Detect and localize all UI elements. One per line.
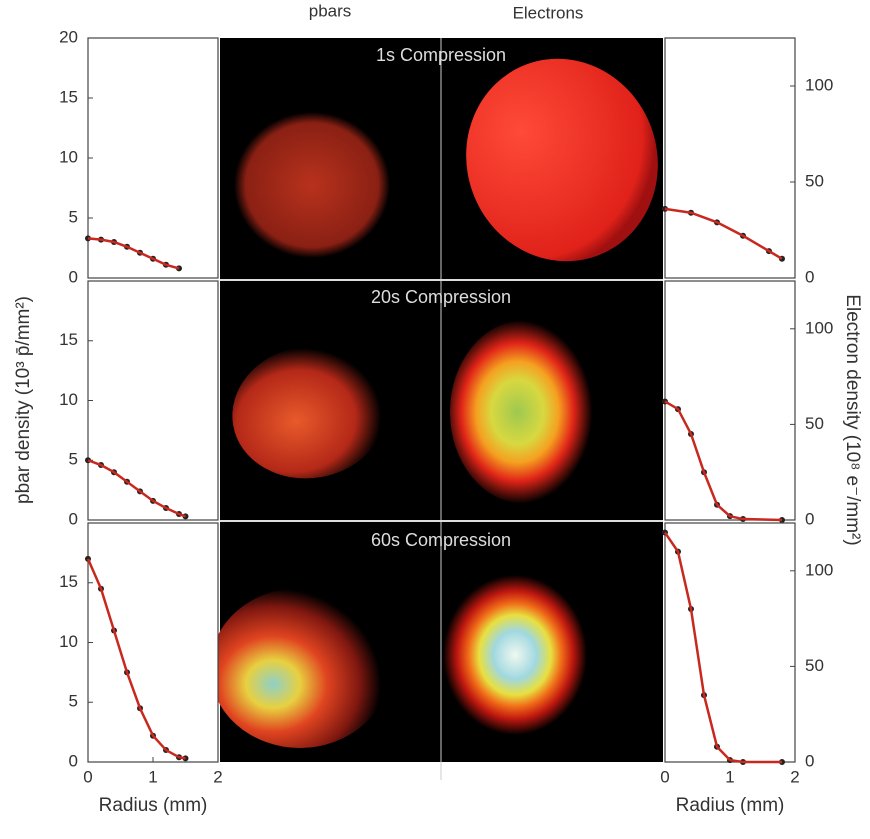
row-title: 20s Compression [371, 287, 511, 307]
y-tick-label: 50 [805, 414, 824, 433]
y-tick-label: 15 [59, 330, 78, 349]
x-axis-label: Radius (mm) [99, 795, 208, 816]
y-tick-label: 10 [59, 390, 78, 409]
y-tick-label: 0 [805, 509, 814, 528]
column-header: Electrons [513, 3, 584, 22]
y-tick-label: 15 [59, 572, 78, 591]
y-tick-label: 0 [805, 751, 814, 770]
y-tick-label: 5 [69, 692, 78, 711]
y-tick-label: 15 [59, 87, 78, 106]
x-tick-label: 1 [725, 767, 734, 786]
y-tick-label: 5 [69, 450, 78, 469]
y-axis-label: Electron density (10⁸ e⁻/mm²) [842, 294, 863, 545]
plot-frame [665, 281, 795, 520]
y-tick-label: 100 [805, 318, 833, 337]
y-tick-label: 10 [59, 147, 78, 166]
plot-frame [665, 523, 795, 762]
y-tick-label: 10 [59, 632, 78, 651]
column-header: pbars [309, 1, 352, 20]
pbar-image [234, 112, 390, 258]
x-tick-label: 2 [213, 767, 222, 786]
figure: pbars Electrons 1s Compression 20s Compr… [0, 0, 870, 834]
x-axis-label: Radius (mm) [676, 795, 785, 816]
y-tick-label: 50 [805, 171, 824, 190]
y-tick-label: 100 [805, 75, 833, 94]
row-title: 1s Compression [376, 45, 506, 65]
y-tick-label: 20 [59, 27, 78, 46]
row-title: 60s Compression [371, 530, 511, 550]
y-axis-label: pbar density (10³ p̄/mm²) [13, 296, 34, 504]
electron-image [450, 320, 600, 504]
y-tick-label: 0 [69, 751, 78, 770]
plot-frame [88, 523, 218, 762]
y-tick-label: 0 [805, 267, 814, 286]
y-tick-label: 5 [69, 207, 78, 226]
plot-frame [665, 38, 795, 278]
y-tick-label: 0 [69, 509, 78, 528]
plot-frame [88, 281, 218, 520]
x-tick-label: 0 [83, 767, 92, 786]
x-tick-label: 1 [148, 767, 157, 786]
x-tick-label: 2 [790, 767, 799, 786]
pbar-image [210, 588, 390, 748]
electron-image [443, 575, 587, 735]
y-tick-label: 0 [69, 267, 78, 286]
x-tick-label: 0 [660, 767, 669, 786]
y-tick-label: 100 [805, 560, 833, 579]
y-tick-label: 50 [805, 656, 824, 675]
